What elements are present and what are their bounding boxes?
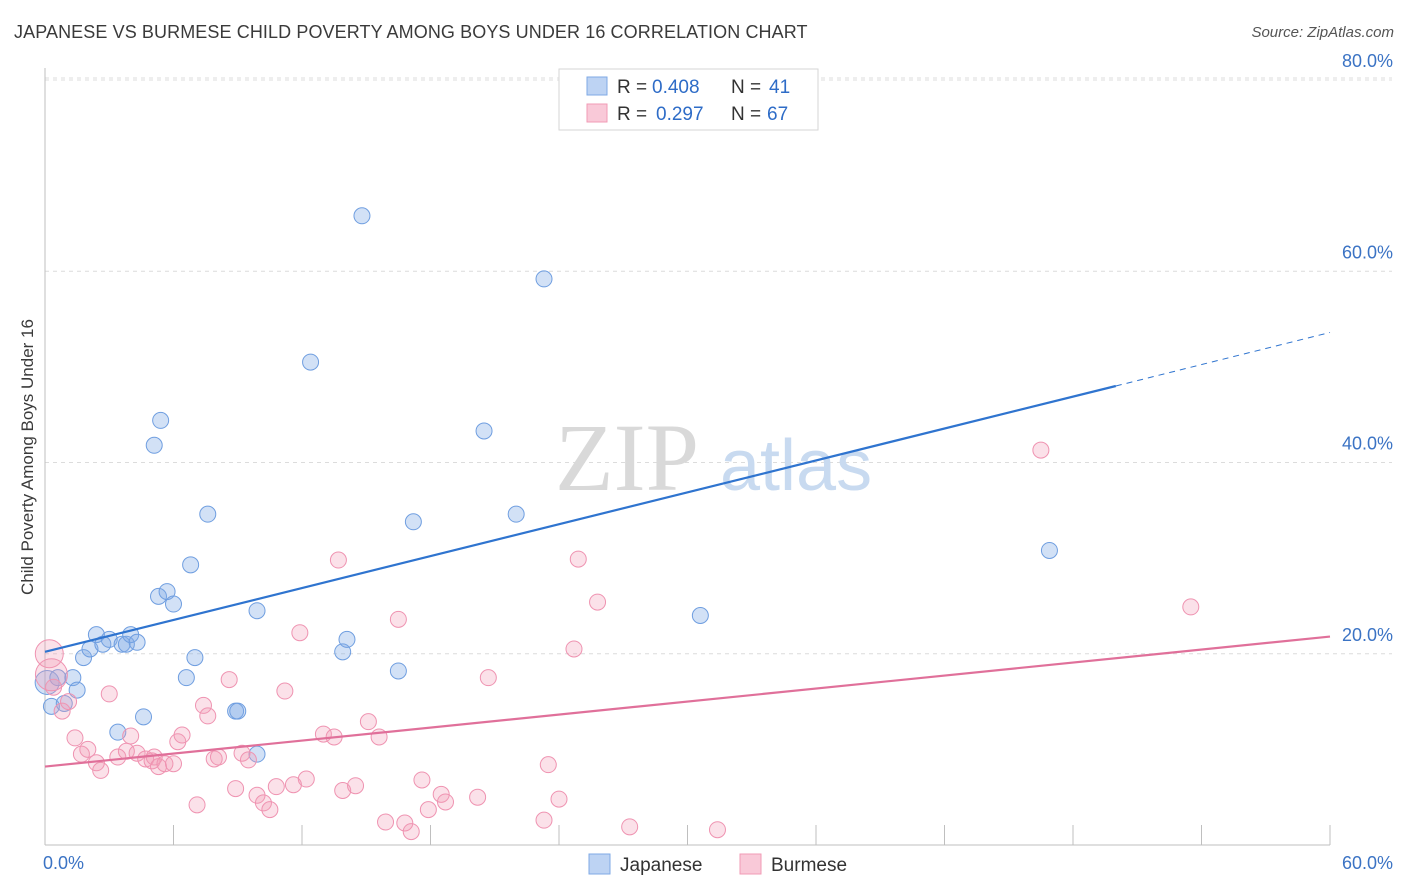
burmese-point	[420, 802, 436, 818]
burmese-point	[480, 670, 496, 686]
burmese-point	[551, 791, 567, 807]
burmese-point	[437, 794, 453, 810]
legend-n-value-1: 41	[769, 77, 790, 98]
burmese-point	[709, 822, 725, 838]
japanese-point	[536, 271, 552, 287]
bottom-swatch-burmese	[740, 854, 761, 874]
burmese-point	[470, 789, 486, 805]
burmese-point	[292, 625, 308, 641]
japanese-point	[692, 608, 708, 624]
burmese-point	[403, 824, 419, 840]
burmese-trend-line	[45, 637, 1330, 767]
japanese-point	[129, 634, 145, 650]
burmese-point	[240, 752, 256, 768]
series-legend: Japanese Burmese	[589, 854, 847, 876]
burmese-point	[221, 672, 237, 688]
burmese-point	[61, 694, 77, 710]
burmese-point	[540, 757, 556, 773]
burmese-point	[298, 771, 314, 787]
japanese-point	[249, 603, 265, 619]
japanese-point	[166, 596, 182, 612]
burmese-point	[360, 714, 376, 730]
scatter-chart: ZIP atlas Child Poverty Among Boys Under…	[0, 0, 1406, 892]
japanese-point	[230, 703, 246, 719]
burmese-point	[277, 683, 293, 699]
burmese-point	[93, 762, 109, 778]
legend-r-value-1: 0.408	[652, 77, 700, 98]
y-axis-label: Child Poverty Among Boys Under 16	[18, 319, 37, 595]
japanese-point	[508, 506, 524, 522]
burmese-point	[268, 779, 284, 795]
japanese-point	[183, 557, 199, 573]
burmese-point	[67, 730, 83, 746]
legend-n-label-2: N =	[731, 104, 761, 125]
japanese-point	[187, 650, 203, 666]
legend-r-value-2: 0.297	[656, 104, 704, 125]
burmese-point	[174, 727, 190, 743]
bottom-legend-japanese: Japanese	[620, 855, 702, 876]
burmese-point	[536, 812, 552, 828]
bottom-legend-burmese: Burmese	[771, 855, 847, 876]
japanese-point	[136, 709, 152, 725]
burmese-point	[390, 611, 406, 627]
burmese-point	[166, 756, 182, 772]
japanese-point	[153, 412, 169, 428]
legend-r-label-1: R =	[617, 77, 647, 98]
burmese-point	[570, 551, 586, 567]
burmese-point	[189, 797, 205, 813]
y-tick-label: 20.0%	[1342, 625, 1393, 645]
burmese-point	[1183, 599, 1199, 615]
burmese-point	[228, 781, 244, 797]
bottom-swatch-japanese	[589, 854, 610, 874]
japanese-point	[146, 437, 162, 453]
legend-r-label-2: R =	[617, 104, 647, 125]
y-tick-label: 80.0%	[1342, 51, 1393, 71]
burmese-point	[123, 728, 139, 744]
x-tick-label-min: 0.0%	[43, 853, 84, 873]
japanese-point	[178, 670, 194, 686]
burmese-point	[590, 594, 606, 610]
japanese-point	[303, 354, 319, 370]
y-tick-label: 60.0%	[1342, 242, 1393, 262]
data-points	[35, 208, 1199, 840]
japanese-point	[405, 514, 421, 530]
burmese-point	[348, 778, 364, 794]
burmese-point	[210, 749, 226, 765]
japanese-point	[476, 423, 492, 439]
legend-n-label-1: N =	[731, 77, 761, 98]
legend-n-value-2: 67	[767, 104, 788, 125]
x-tick-label-max: 60.0%	[1342, 853, 1393, 873]
japanese-point	[339, 631, 355, 647]
japanese-trend-extension	[1116, 332, 1330, 386]
burmese-point	[622, 819, 638, 835]
burmese-point	[35, 659, 67, 691]
burmese-point	[1033, 442, 1049, 458]
japanese-point	[1041, 542, 1057, 558]
burmese-point	[566, 641, 582, 657]
burmese-point	[262, 802, 278, 818]
burmese-point	[378, 814, 394, 830]
legend-swatch-japanese	[587, 77, 607, 95]
correlation-legend: R = 0.408 N = 41 R = 0.297 N = 67	[559, 69, 818, 130]
grid-lines	[45, 78, 1392, 654]
japanese-point	[390, 663, 406, 679]
y-tick-label: 40.0%	[1342, 434, 1393, 454]
trend-lines	[45, 332, 1330, 766]
burmese-point	[200, 708, 216, 724]
burmese-point	[414, 772, 430, 788]
burmese-point	[101, 686, 117, 702]
burmese-point	[330, 552, 346, 568]
japanese-point	[354, 208, 370, 224]
japanese-point	[200, 506, 216, 522]
legend-swatch-burmese	[587, 104, 607, 122]
